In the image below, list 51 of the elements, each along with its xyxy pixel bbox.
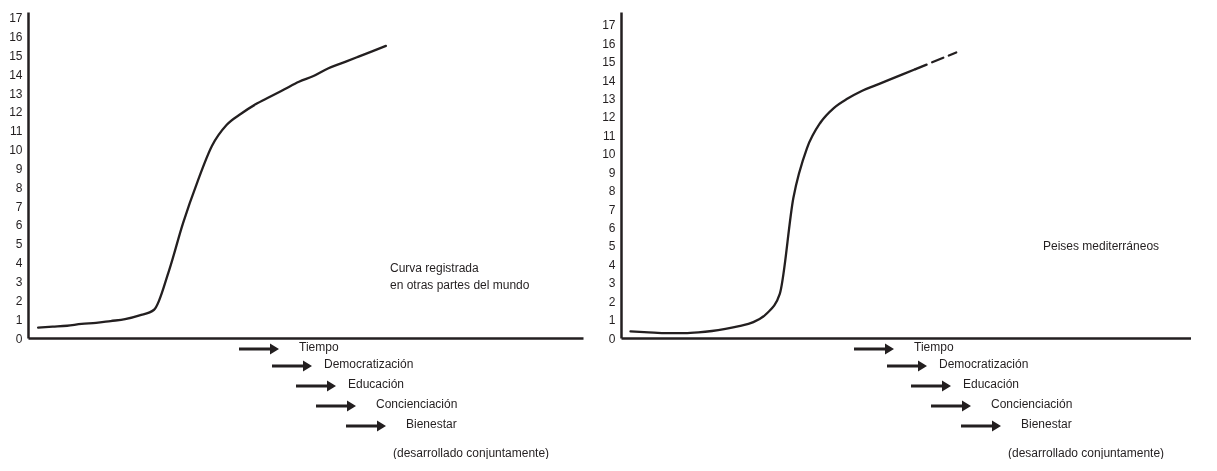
y-tick-label: 0	[15, 331, 23, 346]
y-tick-label: 17	[9, 11, 23, 26]
y-tick-label: 9	[15, 161, 23, 176]
y-tick-label: 11	[10, 124, 23, 139]
y-tick-label: 1	[15, 312, 23, 327]
y-tick-label: 9	[608, 165, 616, 180]
y-tick-label: 7	[15, 199, 23, 214]
text: Educación	[348, 377, 405, 391]
text: (desarrollado conjuntamente)	[393, 446, 550, 460]
text: Tiempo	[914, 340, 954, 354]
y-tick-label: 17	[602, 18, 616, 33]
annotation: Curva registrada en otras partes del mundo	[390, 261, 530, 292]
y-tick-label: 4	[15, 256, 23, 271]
y-tick-label: 13	[9, 86, 23, 101]
y-tick-label: 13	[602, 92, 616, 107]
y-tick-label: 1	[608, 313, 616, 328]
y-tick-label: 15	[9, 48, 23, 63]
y-tick-label: 10	[9, 143, 23, 158]
text: Concienciación	[376, 397, 458, 411]
annotation: Peises mediterráneos	[1043, 239, 1160, 253]
y-tick-label: 16	[9, 30, 23, 44]
text: Democratización	[939, 357, 1029, 371]
y-tick-label: 5	[608, 239, 616, 254]
text: Bienestar	[1021, 417, 1072, 431]
y-tick-label: 10	[602, 147, 616, 162]
y-tick-label: 8	[608, 184, 616, 199]
y-tick-label: 5	[15, 237, 23, 252]
y-tick-label: 2	[15, 293, 23, 308]
text: (desarrollado conjuntamente)	[1008, 446, 1165, 460]
y-tick-label: 4	[608, 257, 616, 272]
y-tick-label: 2	[608, 294, 616, 309]
y-tick-label: 7	[608, 202, 616, 217]
y-tick-label: 11	[603, 128, 616, 143]
y-tick-label: 16	[602, 36, 616, 51]
y-tick-label: 0	[608, 331, 616, 346]
y-tick-label: 14	[9, 67, 23, 82]
text: Democratización	[324, 357, 414, 371]
y-tick-label: 6	[608, 220, 616, 235]
text: Bienestar	[406, 417, 457, 431]
text: Concienciación	[991, 397, 1073, 411]
text: Tiempo	[299, 340, 339, 354]
y-tick-label: 8	[15, 180, 23, 195]
y-tick-label: 6	[15, 218, 23, 233]
y-tick-label: 15	[602, 55, 616, 70]
y-tick-label: 12	[9, 105, 23, 120]
y-tick-label: 14	[602, 73, 616, 88]
y-tick-label: 12	[602, 110, 616, 125]
y-tick-label: 3	[608, 276, 616, 291]
text: Educación	[963, 377, 1020, 391]
y-tick-label: 3	[15, 274, 23, 289]
line-series	[36, 44, 388, 329]
